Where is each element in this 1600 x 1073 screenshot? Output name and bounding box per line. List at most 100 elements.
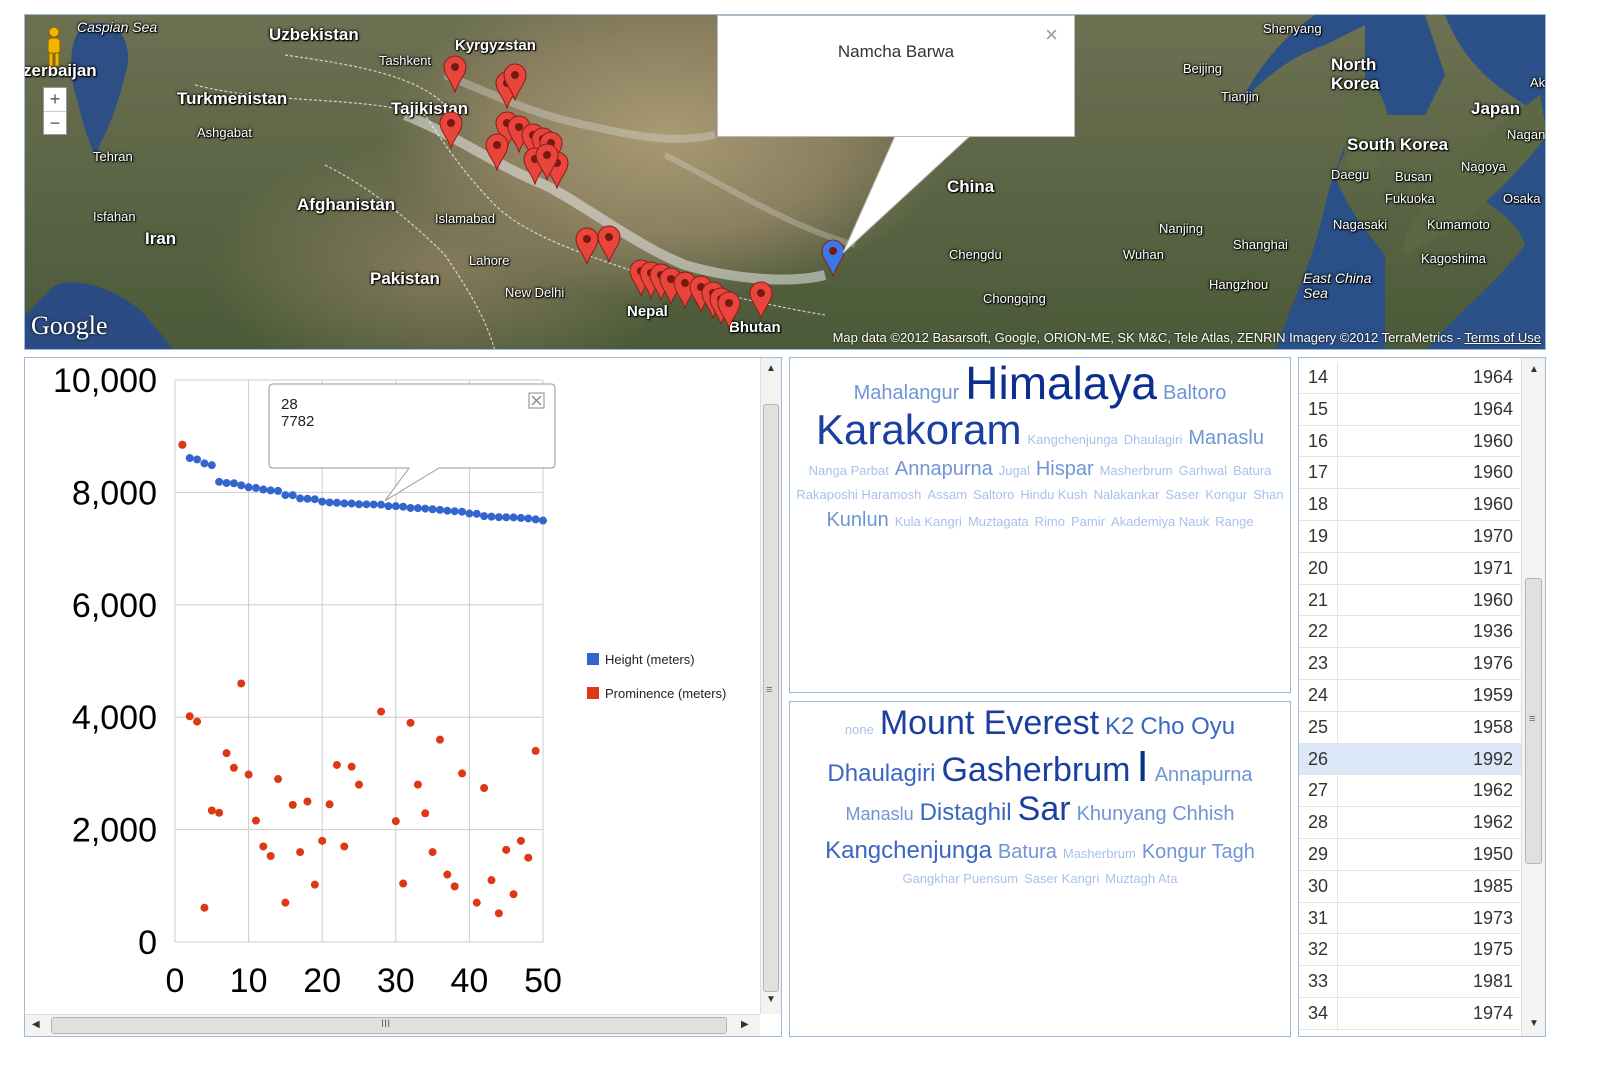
prominence-point[interactable] bbox=[340, 842, 349, 851]
cloud-word[interactable]: Muztagata bbox=[967, 514, 1029, 530]
height-point[interactable] bbox=[303, 494, 312, 503]
cloud-word[interactable]: Jugal bbox=[998, 463, 1030, 478]
prominence-point[interactable] bbox=[200, 903, 209, 912]
table-row[interactable]: 25 1958 bbox=[1299, 711, 1521, 744]
height-point[interactable] bbox=[259, 485, 268, 494]
cloud-word[interactable]: Assam bbox=[927, 487, 968, 502]
scroll-down-arrow-icon[interactable]: ▼ bbox=[766, 994, 776, 1005]
prominence-point[interactable] bbox=[413, 780, 422, 789]
prominence-point[interactable] bbox=[178, 440, 187, 449]
cloud-word[interactable]: Manaslu bbox=[845, 804, 914, 825]
prominence-point[interactable] bbox=[288, 800, 297, 809]
prominence-point[interactable] bbox=[266, 852, 275, 861]
cloud-word[interactable]: Kongur Tagh bbox=[1141, 840, 1255, 863]
prominence-point[interactable] bbox=[487, 876, 496, 885]
height-point[interactable] bbox=[185, 454, 194, 463]
prominence-point[interactable] bbox=[229, 763, 238, 772]
height-point[interactable] bbox=[480, 512, 489, 521]
peak-marker-icon[interactable] bbox=[443, 55, 467, 93]
height-point[interactable] bbox=[207, 461, 216, 470]
cloud-word[interactable]: none bbox=[844, 722, 874, 737]
zoom-in-button[interactable]: + bbox=[49, 89, 61, 109]
cloud-word[interactable]: Kangchenjunga bbox=[1027, 432, 1118, 447]
prominence-point[interactable] bbox=[509, 890, 518, 899]
height-point[interactable] bbox=[215, 477, 224, 486]
table-row[interactable]: 27 1962 bbox=[1299, 775, 1521, 808]
prominence-point[interactable] bbox=[421, 809, 430, 818]
height-point[interactable] bbox=[443, 506, 452, 515]
prominence-point[interactable] bbox=[274, 775, 283, 784]
cloud-word[interactable]: Pamir bbox=[1071, 514, 1105, 530]
height-point[interactable] bbox=[332, 498, 341, 507]
peak-marker-icon[interactable] bbox=[535, 143, 559, 181]
height-point[interactable] bbox=[384, 502, 393, 511]
height-point[interactable] bbox=[516, 513, 525, 522]
cloud-word[interactable]: Saltoro bbox=[973, 487, 1015, 502]
height-point[interactable] bbox=[193, 455, 202, 464]
zoom-out-button[interactable]: − bbox=[44, 111, 66, 135]
hscrollbar-thumb[interactable] bbox=[51, 1017, 727, 1034]
table-row[interactable]: 14 1964 bbox=[1299, 362, 1521, 394]
cloud-word[interactable]: Saser Kangri bbox=[1024, 870, 1100, 886]
cloud-word[interactable]: Khunyang Chhish bbox=[1076, 803, 1235, 826]
height-point[interactable] bbox=[428, 505, 437, 514]
prominence-point[interactable] bbox=[303, 797, 312, 806]
prominence-point[interactable] bbox=[215, 808, 224, 817]
cloud-word[interactable]: Kunlun bbox=[826, 509, 889, 532]
cloud-word[interactable]: Rimo bbox=[1034, 514, 1065, 530]
cloud-word[interactable]: Mahalangur bbox=[853, 382, 960, 404]
height-point[interactable] bbox=[406, 503, 415, 512]
prominence-point[interactable] bbox=[531, 746, 540, 755]
google-logo[interactable]: Google bbox=[31, 311, 108, 340]
prominence-point[interactable] bbox=[502, 845, 511, 854]
cloud-word[interactable]: Nanga Parbat bbox=[808, 463, 889, 478]
peak-marker-icon[interactable] bbox=[717, 291, 741, 329]
table-row[interactable]: 29 1950 bbox=[1299, 838, 1521, 871]
height-point[interactable] bbox=[362, 500, 371, 509]
prominence-point[interactable] bbox=[310, 880, 319, 889]
cloud-word[interactable]: Batura bbox=[1233, 463, 1272, 478]
height-point[interactable] bbox=[421, 504, 430, 513]
cloud-word[interactable]: Kula Kangri bbox=[894, 514, 962, 530]
height-point[interactable] bbox=[435, 505, 444, 514]
prominence-point[interactable] bbox=[332, 760, 341, 769]
cloud-word[interactable]: Cho Oyu bbox=[1140, 713, 1236, 740]
scrollbar-thumb[interactable] bbox=[763, 404, 779, 992]
close-icon[interactable]: × bbox=[1045, 22, 1058, 47]
cloud-word[interactable]: Range bbox=[1215, 514, 1254, 530]
prominence-point[interactable] bbox=[435, 735, 444, 744]
scroll-up-arrow-icon[interactable]: ▲ bbox=[766, 363, 776, 374]
map-view[interactable]: Caspian Sea zerbaijan Uzbekistan Kyrgyzs… bbox=[24, 14, 1546, 350]
height-point[interactable] bbox=[458, 507, 467, 516]
table-row[interactable]: 32 1975 bbox=[1299, 934, 1521, 967]
cloud-word[interactable]: Masherbrum bbox=[1062, 845, 1136, 861]
height-point[interactable] bbox=[399, 502, 408, 511]
chart-vertical-scrollbar[interactable]: ▲ ≡ ▼ bbox=[760, 358, 781, 1014]
prominence-point[interactable] bbox=[237, 679, 246, 688]
prominence-point[interactable] bbox=[347, 762, 356, 771]
cloud-word[interactable]: Sar bbox=[1017, 790, 1071, 829]
height-point[interactable] bbox=[450, 507, 459, 516]
prominence-point[interactable] bbox=[458, 769, 467, 778]
peak-marker-icon[interactable] bbox=[439, 111, 463, 149]
prominence-point[interactable] bbox=[391, 817, 400, 826]
height-point[interactable] bbox=[355, 500, 363, 509]
height-point[interactable] bbox=[237, 481, 246, 490]
height-point[interactable] bbox=[281, 491, 290, 500]
peak-marker-icon[interactable] bbox=[503, 63, 527, 101]
cloud-word[interactable]: Batura bbox=[997, 840, 1057, 863]
height-point[interactable] bbox=[296, 494, 305, 503]
prominence-point[interactable] bbox=[516, 836, 525, 845]
cloud-word[interactable]: Kongur bbox=[1205, 487, 1248, 502]
table-scrollbar-thumb[interactable] bbox=[1525, 578, 1542, 864]
cloud-word[interactable]: Himalaya bbox=[965, 357, 1157, 409]
prominence-point[interactable] bbox=[406, 718, 415, 727]
table-row-selected[interactable]: 26 1992 bbox=[1299, 743, 1521, 776]
table-row[interactable]: 21 1960 bbox=[1299, 584, 1521, 617]
height-point[interactable] bbox=[413, 504, 422, 513]
cloud-word[interactable]: Hispar bbox=[1035, 458, 1094, 480]
scroll-left-arrow-icon[interactable]: ◀ bbox=[32, 1019, 40, 1030]
height-point[interactable] bbox=[274, 486, 283, 495]
cloud-word[interactable]: Kangchenjunga bbox=[825, 836, 992, 864]
cloud-word[interactable]: Gasherbrum bbox=[941, 751, 1131, 790]
